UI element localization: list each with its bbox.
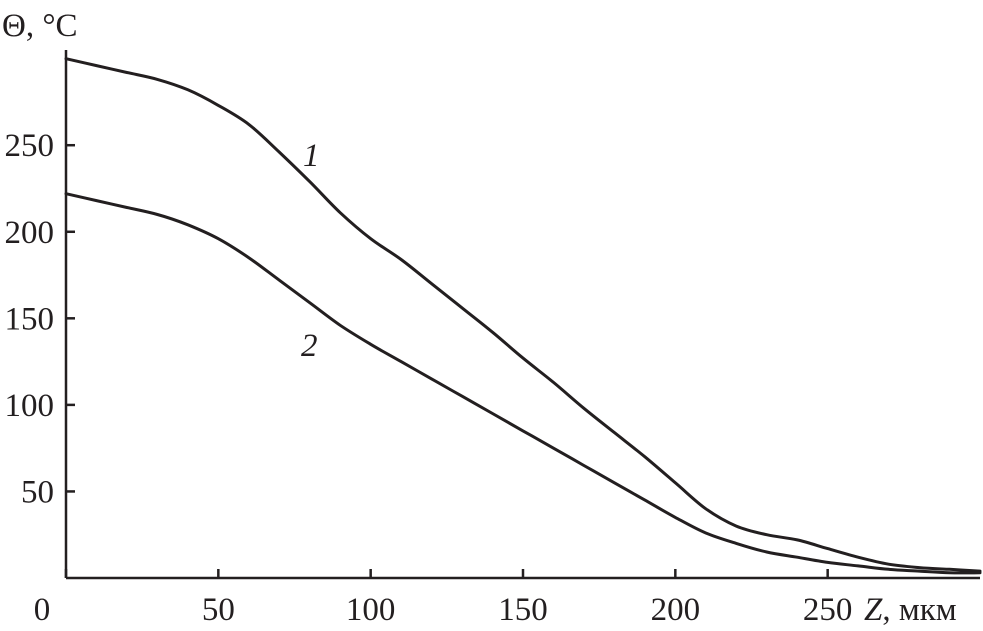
series-line-2 [64, 192, 982, 575]
y-tick-label: 100 [5, 388, 55, 424]
x-tick-label: 100 [346, 592, 396, 628]
ticks: 0 50 100 150 200 250 50 100 150 200 250 [5, 128, 853, 628]
x-tick-label: 200 [651, 592, 701, 628]
x-tick-label: 250 [803, 592, 853, 628]
series-line-1 [64, 57, 982, 573]
x-axis-variable: Z [864, 592, 883, 628]
y-axis-label: Θ, °C [2, 8, 78, 44]
x-tick-label: 150 [498, 592, 548, 628]
series [64, 57, 982, 575]
x-tick-label: 0 [34, 592, 51, 628]
series-label-1: 1 [303, 138, 320, 174]
y-tick-label: 250 [5, 128, 55, 164]
x-axis-label: Z, мкм [864, 592, 957, 628]
y-tick-label: 200 [5, 215, 55, 251]
y-tick-label: 150 [5, 301, 55, 337]
x-tick-label: 50 [202, 592, 235, 628]
x-axis-unit: , мкм [882, 592, 956, 628]
axes [64, 50, 980, 580]
series-label-2: 2 [301, 328, 318, 364]
y-tick-label: 50 [21, 474, 54, 510]
